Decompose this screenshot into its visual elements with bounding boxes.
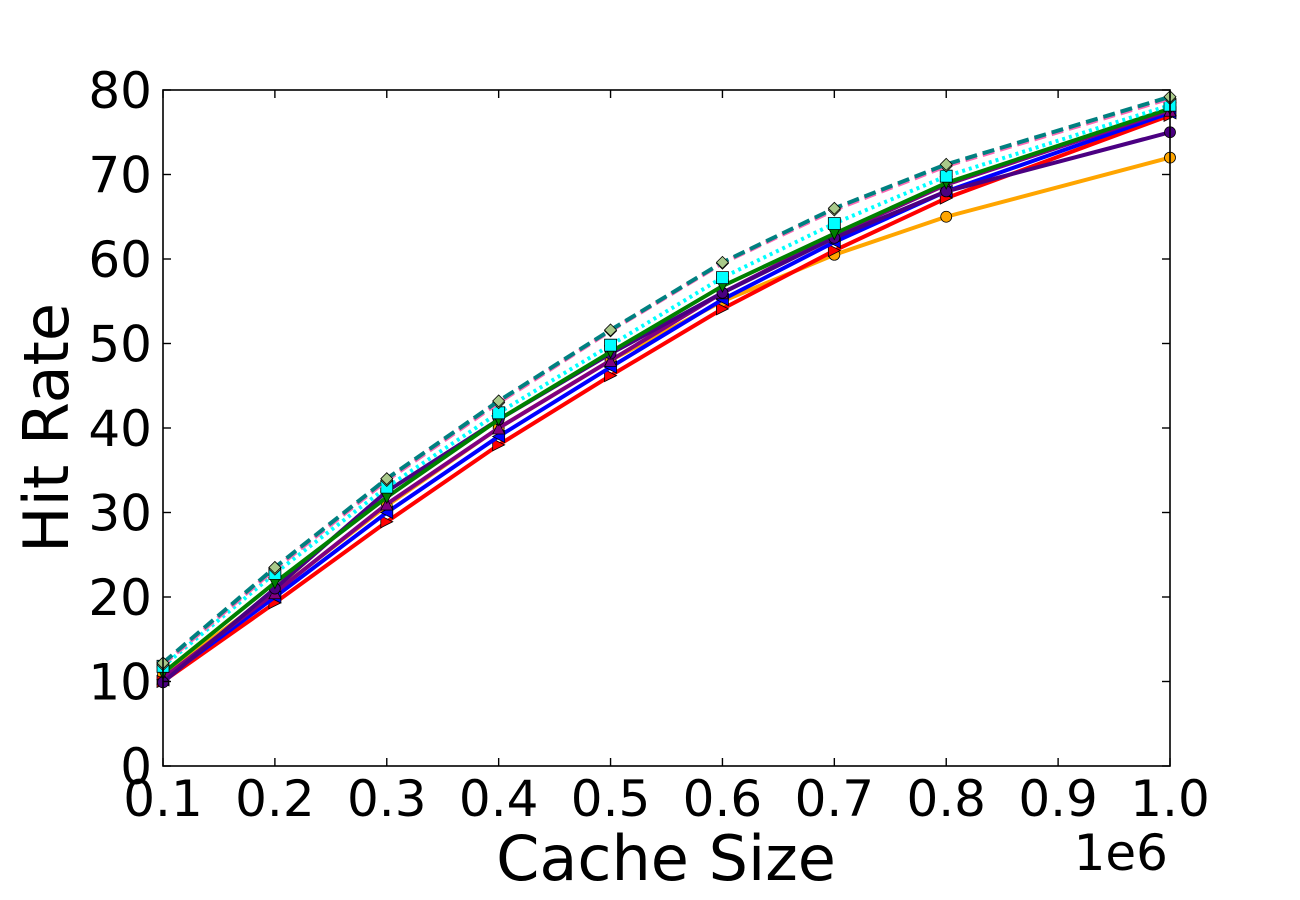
data-point	[492, 438, 506, 452]
y-axis-ticks: 0 10 20 30 40 50 60 70 80	[88, 62, 1170, 796]
series-5	[156, 102, 1177, 680]
x-tick-label: 0.8	[906, 770, 986, 828]
data-point	[492, 394, 506, 408]
x-tick-label: 0.5	[571, 770, 651, 828]
series-line	[161, 130, 1171, 684]
data-point	[827, 243, 842, 258]
y-tick-label: 70	[88, 147, 152, 205]
y-tick-label: 50	[88, 316, 152, 374]
series-6	[156, 98, 1177, 673]
y-tick-label: 10	[88, 654, 152, 712]
x-tick-label: 1.0	[1130, 770, 1210, 828]
data-point	[827, 201, 841, 215]
x-axis-offset-label: 1e6	[1074, 824, 1168, 882]
data-point	[716, 302, 730, 316]
x-tick-label: 0.2	[235, 770, 315, 828]
x-tick-label: 0.9	[1018, 770, 1098, 828]
y-tick-label: 30	[88, 485, 152, 543]
series-4	[157, 126, 1176, 689]
y-tick-label: 40	[88, 400, 152, 458]
data-point	[380, 472, 394, 486]
x-tick-label: 0.3	[347, 770, 427, 828]
series-0	[157, 151, 1176, 681]
data-point	[827, 217, 841, 230]
series-3	[156, 103, 1177, 685]
data-point	[604, 338, 617, 352]
series-line	[161, 155, 1171, 677]
plot-frame	[162, 89, 1171, 767]
data-point	[939, 157, 953, 171]
y-axis-title: Hit Rate	[10, 303, 83, 553]
x-tick-label: 0.7	[795, 770, 875, 828]
x-tick-label: 0.1	[123, 770, 203, 828]
series-2	[156, 106, 1177, 687]
x-axis-ticks: 0.1 0.2 0.3 0.4 0.5 0.6 0.7 0.8 0.9 1.0	[123, 90, 1210, 828]
data-point	[604, 368, 618, 383]
series-line	[161, 113, 1171, 684]
y-tick-label: 0	[120, 738, 152, 796]
data-point	[716, 271, 729, 284]
data-point	[715, 255, 730, 269]
y-tick-label: 80	[88, 62, 152, 120]
series-line	[161, 96, 1171, 667]
data-point	[603, 353, 618, 367]
series-line	[161, 106, 1171, 675]
data-point	[492, 421, 506, 435]
x-axis-title: Cache Size	[496, 822, 836, 895]
series-8	[156, 90, 1177, 670]
plot-series	[156, 90, 1177, 689]
y-tick-label: 60	[88, 231, 152, 289]
series-line	[161, 108, 1171, 680]
data-point	[268, 560, 282, 574]
data-point	[603, 323, 618, 337]
x-tick-label: 0.4	[459, 770, 539, 828]
x-tick-label: 0.6	[683, 770, 763, 828]
data-point	[380, 515, 394, 529]
series-7	[156, 91, 1177, 672]
data-point	[940, 210, 953, 223]
series-line	[161, 103, 1171, 668]
series-line	[161, 94, 1171, 665]
y-tick-label: 20	[88, 569, 152, 627]
